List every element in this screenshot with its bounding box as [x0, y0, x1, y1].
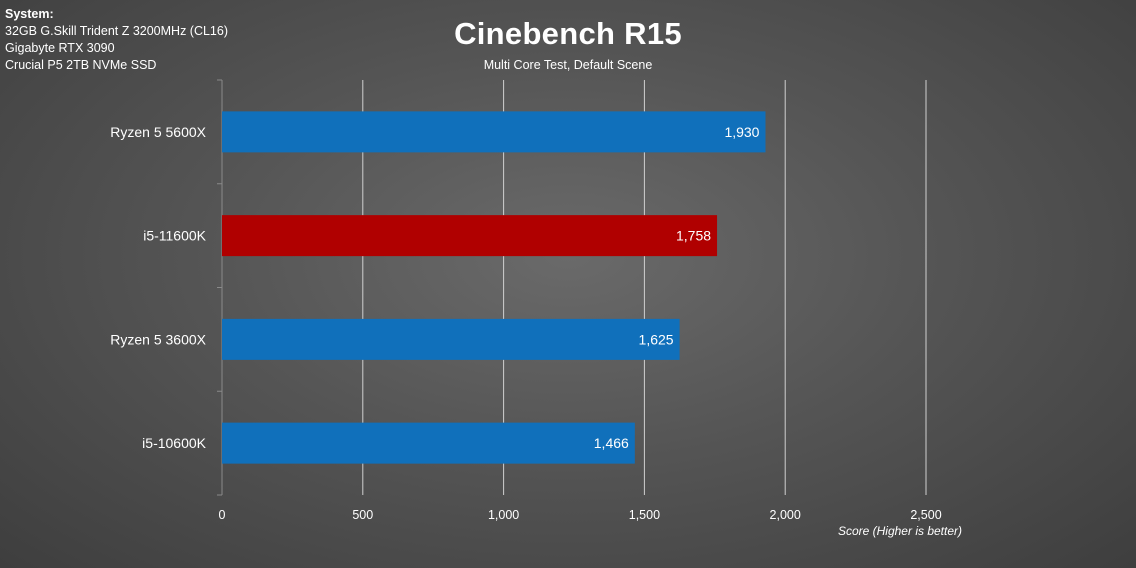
x-tick-label: 500 — [352, 508, 373, 522]
system-line-gpu: Gigabyte RTX 3090 — [5, 41, 115, 55]
system-info: System: 32GB G.Skill Trident Z 3200MHz (… — [5, 6, 228, 74]
x-tick-label: 2,500 — [910, 508, 941, 522]
data-label: 1,625 — [639, 331, 674, 347]
category-label: i5-10600K — [142, 435, 206, 451]
category-label: i5-11600K — [143, 228, 206, 244]
data-label: 1,758 — [676, 228, 711, 244]
bar — [222, 111, 766, 153]
category-label: Ryzen 5 3600X — [110, 331, 206, 347]
chart-subtitle: Multi Core Test, Default Scene — [483, 58, 653, 72]
x-axis-label: Score (Higher is better) — [838, 524, 962, 538]
system-line-storage: Crucial P5 2TB NVMe SSD — [5, 58, 157, 72]
data-label: 1,930 — [724, 124, 759, 140]
data-label: 1,466 — [594, 435, 629, 451]
bar — [222, 318, 680, 360]
x-tick-label: 0 — [219, 508, 226, 522]
chart-title: Cinebench R15 — [454, 16, 682, 51]
system-header: System: — [5, 7, 54, 21]
system-line-memory: 32GB G.Skill Trident Z 3200MHz (CL16) — [5, 24, 228, 38]
bar — [222, 422, 635, 464]
x-tick-label: 1,500 — [629, 508, 660, 522]
bar — [222, 215, 718, 257]
x-tick-label: 1,000 — [488, 508, 519, 522]
x-tick-label: 2,000 — [770, 508, 801, 522]
category-label: Ryzen 5 5600X — [110, 124, 206, 140]
